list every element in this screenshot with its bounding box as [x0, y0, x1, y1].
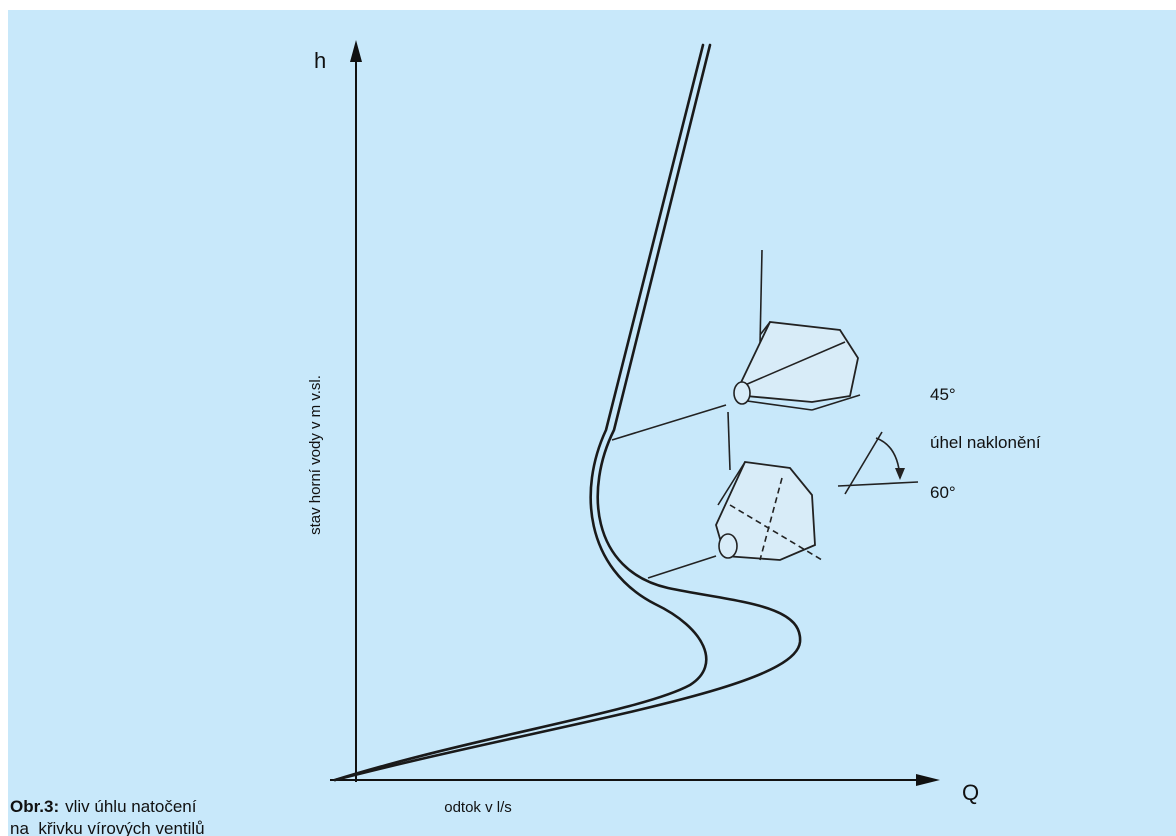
caption-text: vliv úhlu natočení: [65, 797, 197, 816]
caption-line2: na křivku vírových ventilů: [10, 819, 205, 836]
angle-label: úhel naklonění: [930, 433, 1041, 452]
background: [8, 10, 1176, 836]
x-symbol: Q: [962, 780, 979, 805]
angle-upper: 45°: [930, 385, 956, 404]
caption-number: Obr.3:: [10, 797, 59, 816]
page: {"axes": {"y_symbol": "h", "x_symbol": "…: [0, 0, 1176, 836]
angle-lower: 60°: [930, 483, 956, 502]
caption-line1: Obr.3: vliv úhlu natočení: [10, 797, 197, 816]
y-symbol: h: [314, 48, 326, 73]
figure: h Q stav horní vody v m v.sl. odtok v l/…: [0, 0, 1176, 836]
x-label: odtok v l/s: [444, 799, 512, 816]
y-label: stav horní vody v m v.sl.: [307, 375, 324, 535]
